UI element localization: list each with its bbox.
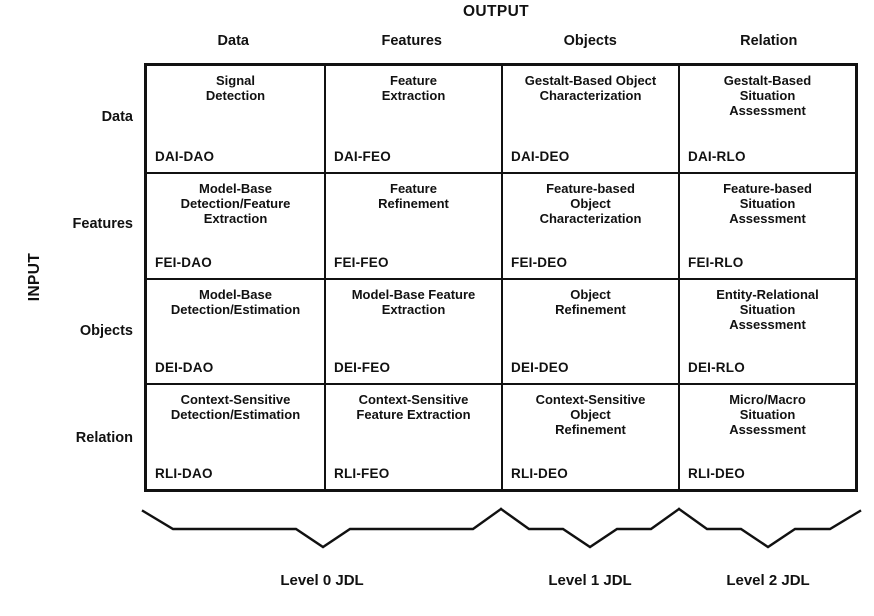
cell-dei-rlo: Entity-Relational Situation Assessment D…	[678, 277, 855, 384]
column-header-features: Features	[381, 33, 442, 49]
cell-code: DAI-DEO	[511, 148, 570, 164]
cell-code: DEI-FEO	[334, 360, 391, 376]
row-label-features: Features	[72, 215, 133, 232]
cell-code: DAI-RLO	[688, 148, 746, 164]
row-label-data: Data	[101, 108, 133, 125]
fusion-matrix-grid: Signal Detection DAI-DAO Feature Extract…	[144, 63, 858, 492]
cell-title: Context-Sensitive Detection/Estimation	[170, 392, 301, 423]
cell-code: RLI-DAO	[155, 466, 213, 481]
cell-rli-rlo: Micro/Macro Situation Assessment RLI-DEO	[678, 383, 855, 489]
cell-title: Gestalt-Based Situation Assessment	[723, 73, 812, 118]
level-2-brace	[677, 507, 862, 549]
cell-dei-feo: Model-Base Feature Extraction DEI-FEO	[324, 277, 501, 384]
column-header-data: Data	[217, 33, 249, 49]
cell-title: Model-Base Feature Extraction	[351, 286, 476, 317]
cell-code: FEI-DEO	[511, 254, 568, 270]
level-1-jdl-label: Level 1 JDL	[548, 572, 632, 589]
cell-rli-deo: Context-Sensitive Object Refinement RLI-…	[501, 383, 678, 489]
row-label-relation: Relation	[75, 430, 133, 447]
cell-fei-deo: Feature-based Object Characterization FE…	[501, 171, 678, 278]
cell-code: DAI-FEO	[334, 148, 391, 164]
jdl-level-braces	[141, 507, 862, 549]
cell-fei-dao: Model-Base Detection/Feature Extraction …	[147, 171, 324, 278]
cell-rli-dao: Context-Sensitive Detection/Estimation R…	[147, 383, 324, 489]
cell-title: Gestalt-Based Object Characterization	[524, 73, 657, 103]
cell-code: FEI-DAO	[155, 254, 212, 270]
cell-dei-dao: Model-Base Detection/Estimation DEI-DAO	[147, 277, 324, 384]
cell-title: Feature Refinement	[378, 180, 449, 211]
cell-dai-feo: Feature Extraction DAI-FEO	[324, 66, 501, 172]
cell-dei-deo: Object Refinement DEI-DEO	[501, 277, 678, 384]
cell-title: Context-Sensitive Object Refinement	[535, 392, 646, 438]
cell-rli-feo: Context-Sensitive Feature Extraction RLI…	[324, 383, 501, 489]
cell-code: DEI-RLO	[688, 360, 745, 376]
column-header-relation: Relation	[740, 33, 798, 49]
cell-title: Model-Base Detection/Estimation	[170, 286, 301, 317]
cell-code: DAI-DAO	[155, 148, 215, 164]
input-row-labels: Data Features Objects Relation	[0, 63, 144, 492]
output-axis-label: OUTPUT	[462, 3, 530, 20]
cell-fei-feo: Feature Refinement FEI-FEO	[324, 171, 501, 278]
cell-code: RLI-FEO	[334, 466, 390, 481]
cell-dai-dao: Signal Detection DAI-DAO	[147, 66, 324, 172]
level-0-brace	[141, 507, 503, 549]
cell-title: Context-Sensitive Feature Extraction	[356, 392, 471, 423]
cell-title: Feature Extraction	[381, 73, 446, 103]
level-0-jdl-label: Level 0 JDL	[280, 572, 364, 589]
cell-title: Feature-based Object Characterization	[539, 180, 642, 226]
cell-dai-rlo: Gestalt-Based Situation Assessment DAI-R…	[678, 66, 855, 172]
output-column-headers: Data Features Objects Relation	[144, 33, 858, 49]
cell-title: Entity-Relational Situation Assessment	[716, 286, 819, 332]
cell-title: Signal Detection	[205, 73, 266, 103]
cell-code: RLI-DEO	[511, 466, 568, 481]
cell-title: Feature-based Situation Assessment	[723, 180, 812, 226]
cell-title: Micro/Macro Situation Assessment	[729, 392, 806, 438]
cell-dai-deo: Gestalt-Based Object Characterization DA…	[501, 66, 678, 172]
cell-code: FEI-FEO	[334, 254, 389, 270]
level-1-brace	[499, 507, 681, 549]
cell-code: DEI-DEO	[511, 360, 569, 376]
cell-code: DEI-DAO	[155, 360, 214, 376]
column-header-objects: Objects	[563, 33, 617, 49]
row-label-objects: Objects	[79, 323, 133, 340]
cell-fei-rlo: Feature-based Situation Assessment FEI-R…	[678, 171, 855, 278]
level-2-jdl-label: Level 2 JDL	[726, 572, 810, 589]
cell-code: RLI-DEO	[688, 466, 745, 481]
cell-title: Model-Base Detection/Feature Extraction	[180, 180, 291, 226]
cell-title: Object Refinement	[555, 286, 626, 317]
cell-code: FEI-RLO	[688, 254, 744, 270]
